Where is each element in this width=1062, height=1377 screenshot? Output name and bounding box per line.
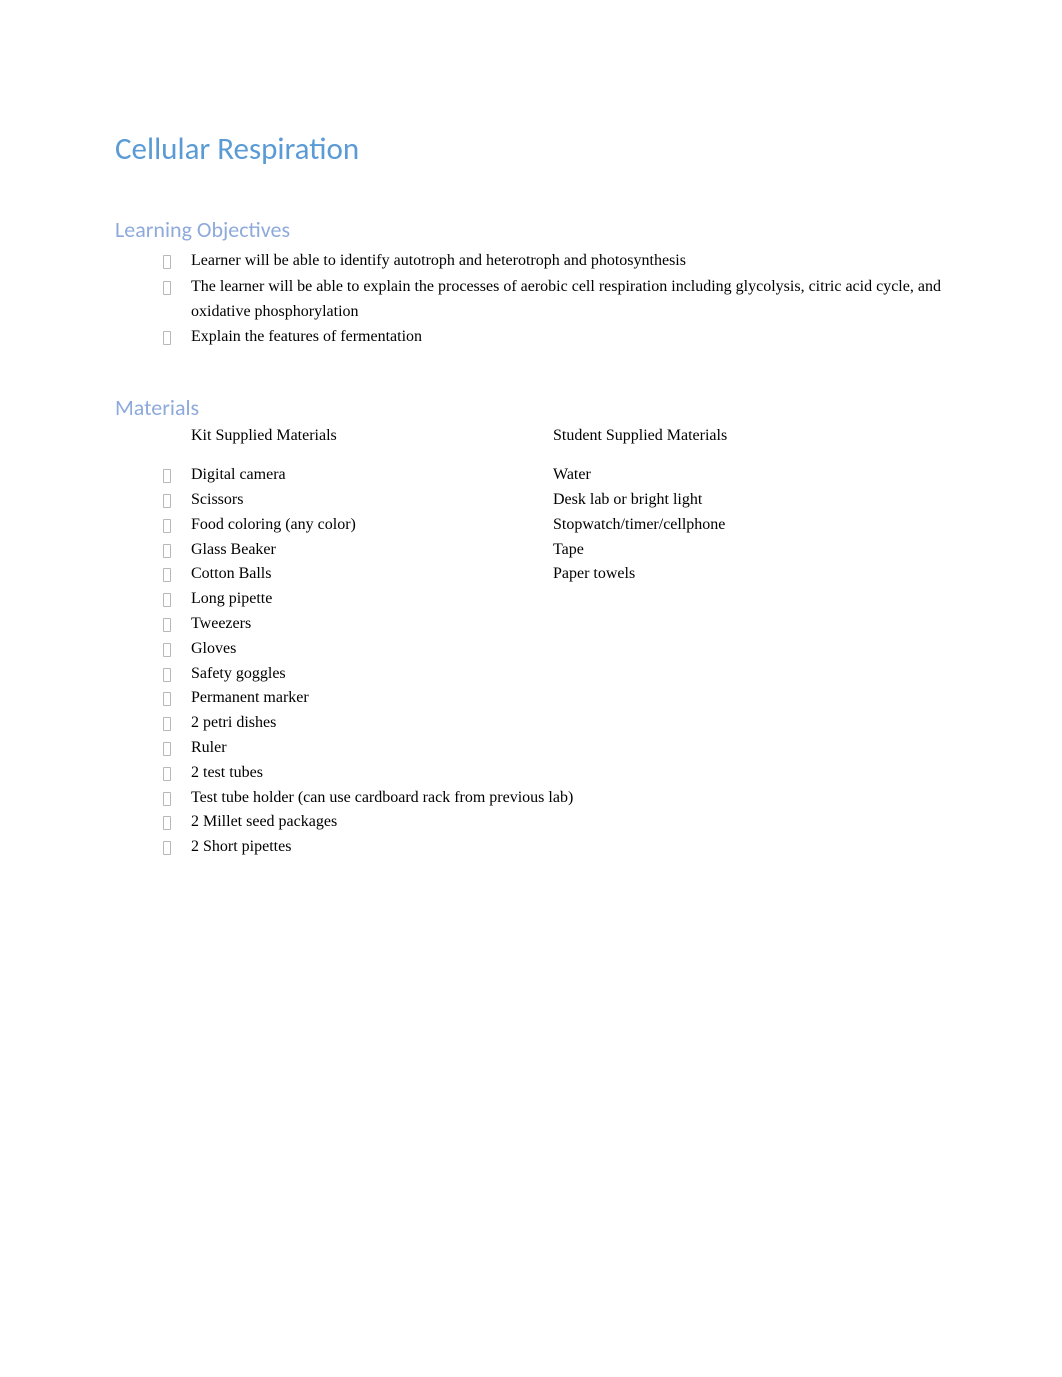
- list-item: Safety goggles: [163, 662, 553, 687]
- document-title: Cellular Respiration: [115, 130, 947, 168]
- list-item: Test tube holder (can use cardboard rack…: [163, 786, 553, 811]
- list-item: The learner will be able to explain the …: [163, 275, 947, 325]
- student-materials-column: Student Supplied Materials Water Desk la…: [553, 427, 947, 860]
- list-item: Paper towels: [553, 562, 947, 587]
- kit-materials-list: Digital camera Scissors Food coloring (a…: [163, 463, 553, 860]
- list-item: 2 Short pipettes: [163, 835, 553, 860]
- list-item: Stopwatch/timer/cellphone: [553, 513, 947, 538]
- list-item: Permanent marker: [163, 686, 553, 711]
- list-item: Gloves: [163, 637, 553, 662]
- list-item: Desk lab or bright light: [553, 488, 947, 513]
- list-item: Explain the features of fermentation: [163, 325, 947, 350]
- kit-materials-column: Kit Supplied Materials Digital camera Sc…: [163, 427, 553, 860]
- list-item: Scissors: [163, 488, 553, 513]
- list-item: Long pipette: [163, 587, 553, 612]
- list-item: Water: [553, 463, 947, 488]
- list-item: Tweezers: [163, 612, 553, 637]
- learning-objectives-list: Learner will be able to identify autotro…: [115, 249, 947, 350]
- list-item: Digital camera: [163, 463, 553, 488]
- list-item: Ruler: [163, 736, 553, 761]
- list-item: 2 test tubes: [163, 761, 553, 786]
- list-item: Cotton Balls: [163, 562, 553, 587]
- list-item: Food coloring (any color): [163, 513, 553, 538]
- list-item: Learner will be able to identify autotro…: [163, 249, 947, 274]
- materials-heading: Materials: [115, 394, 947, 421]
- list-item: Tape: [553, 538, 947, 563]
- kit-materials-header: Kit Supplied Materials: [163, 427, 553, 445]
- list-item: 2 petri dishes: [163, 711, 553, 736]
- list-item: 2 Millet seed packages: [163, 810, 553, 835]
- materials-columns: Kit Supplied Materials Digital camera Sc…: [115, 427, 947, 860]
- student-materials-list: Water Desk lab or bright light Stopwatch…: [553, 463, 947, 587]
- list-item: Glass Beaker: [163, 538, 553, 563]
- learning-objectives-heading: Learning Objectives: [115, 216, 947, 243]
- student-materials-header: Student Supplied Materials: [553, 427, 947, 445]
